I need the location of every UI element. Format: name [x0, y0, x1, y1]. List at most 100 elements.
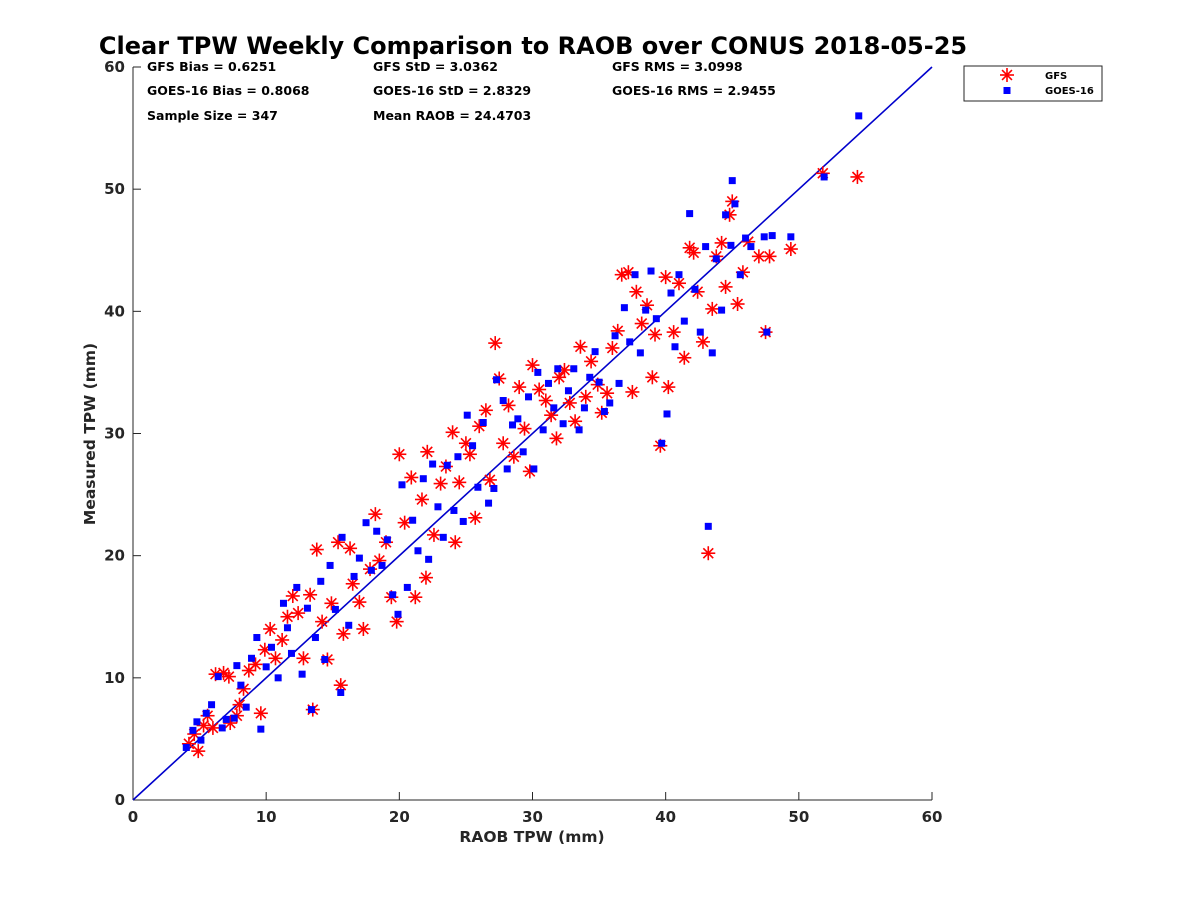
- goes-16-point: [474, 483, 482, 491]
- x-tick-label: 60: [922, 808, 943, 826]
- goes-16-point: [636, 349, 644, 357]
- gfs-point: [625, 384, 640, 399]
- one-to-one-line: [132, 66, 933, 801]
- goes-16-point: [248, 654, 256, 662]
- goes-16-point: [429, 460, 437, 468]
- chart-title: Clear TPW Weekly Comparison to RAOB over…: [99, 32, 967, 60]
- goes-16-point: [519, 448, 527, 456]
- goes-16-point: [712, 255, 720, 263]
- goes-16-point: [345, 621, 353, 629]
- goes-16-point: [355, 554, 363, 562]
- goes-16-point: [642, 306, 650, 314]
- gfs-point: [420, 444, 435, 459]
- gfs-point: [343, 541, 358, 556]
- gfs-point: [496, 436, 511, 451]
- goes-16-point: [394, 610, 402, 618]
- y-ticks: 0 10 20 30 40 50 60: [104, 58, 141, 809]
- gfs-point: [634, 316, 649, 331]
- goes-16-point: [554, 365, 562, 373]
- x-axis-label: RAOB TPW (mm): [459, 828, 604, 846]
- goes-16-point: [675, 271, 683, 279]
- goes-16-point: [595, 378, 603, 386]
- series-goes-16: [182, 112, 863, 751]
- gfs-point: [268, 651, 283, 666]
- gfs-point: [488, 336, 503, 351]
- x-tick-label: 50: [788, 808, 809, 826]
- goes-16-point: [409, 516, 417, 524]
- gfs-point: [605, 340, 620, 355]
- goes-16-point: [326, 561, 334, 569]
- goes-16-point: [620, 304, 628, 312]
- goes-16-point: [667, 289, 675, 297]
- gfs-point: [701, 546, 716, 561]
- goes-16-point: [704, 522, 712, 530]
- goes-16-point: [626, 338, 634, 346]
- gfs-point: [433, 476, 448, 491]
- goes-16-point: [731, 200, 739, 208]
- gfs-point: [648, 327, 663, 342]
- goes-16-point: [307, 706, 315, 714]
- goes-16-point: [362, 519, 370, 527]
- goes-16-point: [696, 328, 704, 336]
- gfs-point: [368, 507, 383, 522]
- goes-16-point: [686, 210, 694, 218]
- stat-goes-rms: GOES-16 RMS = 2.9455: [612, 83, 776, 98]
- goes-16-point: [459, 517, 467, 525]
- goes-16-point: [718, 306, 726, 314]
- goes-16-point: [389, 591, 397, 599]
- gfs-point: [315, 614, 330, 629]
- goes-16-point: [202, 709, 210, 717]
- gfs-point: [517, 421, 532, 436]
- goes-16-point: [493, 376, 501, 384]
- goes-16-point: [214, 673, 222, 681]
- stat-gfs-rms: GFS RMS = 3.0998: [612, 59, 743, 74]
- y-tick-label: 50: [104, 180, 125, 198]
- gfs-point: [336, 626, 351, 641]
- gfs-point: [205, 720, 220, 735]
- goes-16-point: [425, 555, 433, 563]
- goes-16-point: [606, 399, 614, 407]
- goes-16-point: [525, 393, 533, 401]
- goes-16-point: [230, 714, 238, 722]
- goes-16-point: [485, 499, 493, 507]
- gfs-point: [568, 414, 583, 429]
- gfs-point: [562, 395, 577, 410]
- y-tick-label: 10: [104, 669, 125, 687]
- goes-16-point: [580, 404, 588, 412]
- plot-area: 0 10 20 30 40 50 60 0 10 20 30 40 50 60: [104, 58, 942, 826]
- goes-16-point: [287, 649, 295, 657]
- goes-16-point: [450, 506, 458, 514]
- goes-16-point: [760, 233, 768, 241]
- goes-16-point: [298, 670, 306, 678]
- legend-gfs-asterisk: [1000, 68, 1014, 82]
- x-tick-label: 20: [389, 808, 410, 826]
- gfs-point: [714, 235, 729, 250]
- gfs-point: [418, 570, 433, 585]
- goes-16-point: [262, 663, 270, 671]
- goes-16-point: [419, 475, 427, 483]
- goes-16-point: [463, 411, 471, 419]
- gfs-point: [352, 595, 367, 610]
- gfs-point: [762, 249, 777, 264]
- goes-16-point: [338, 533, 346, 541]
- goes-16-point: [534, 368, 542, 376]
- gfs-point: [392, 447, 407, 462]
- gfs-point: [573, 339, 588, 354]
- goes-16-point: [434, 503, 442, 511]
- stat-goes-bias: GOES-16 Bias = 0.8068: [147, 83, 309, 98]
- goes-16-point: [267, 643, 275, 651]
- goes-16-point: [742, 234, 750, 242]
- goes-16-point: [331, 605, 339, 613]
- goes-16-point: [564, 387, 572, 395]
- gfs-point: [291, 606, 306, 621]
- goes-16-point: [691, 285, 699, 293]
- gfs-point: [600, 386, 615, 401]
- gfs-point: [426, 527, 441, 542]
- gfs-point: [730, 297, 745, 312]
- goes-16-point: [222, 715, 230, 723]
- gfs-point: [309, 542, 324, 557]
- goes-16-point: [303, 604, 311, 612]
- goes-16-point: [702, 243, 710, 251]
- goes-16-point: [820, 173, 828, 181]
- goes-16-point: [321, 656, 329, 664]
